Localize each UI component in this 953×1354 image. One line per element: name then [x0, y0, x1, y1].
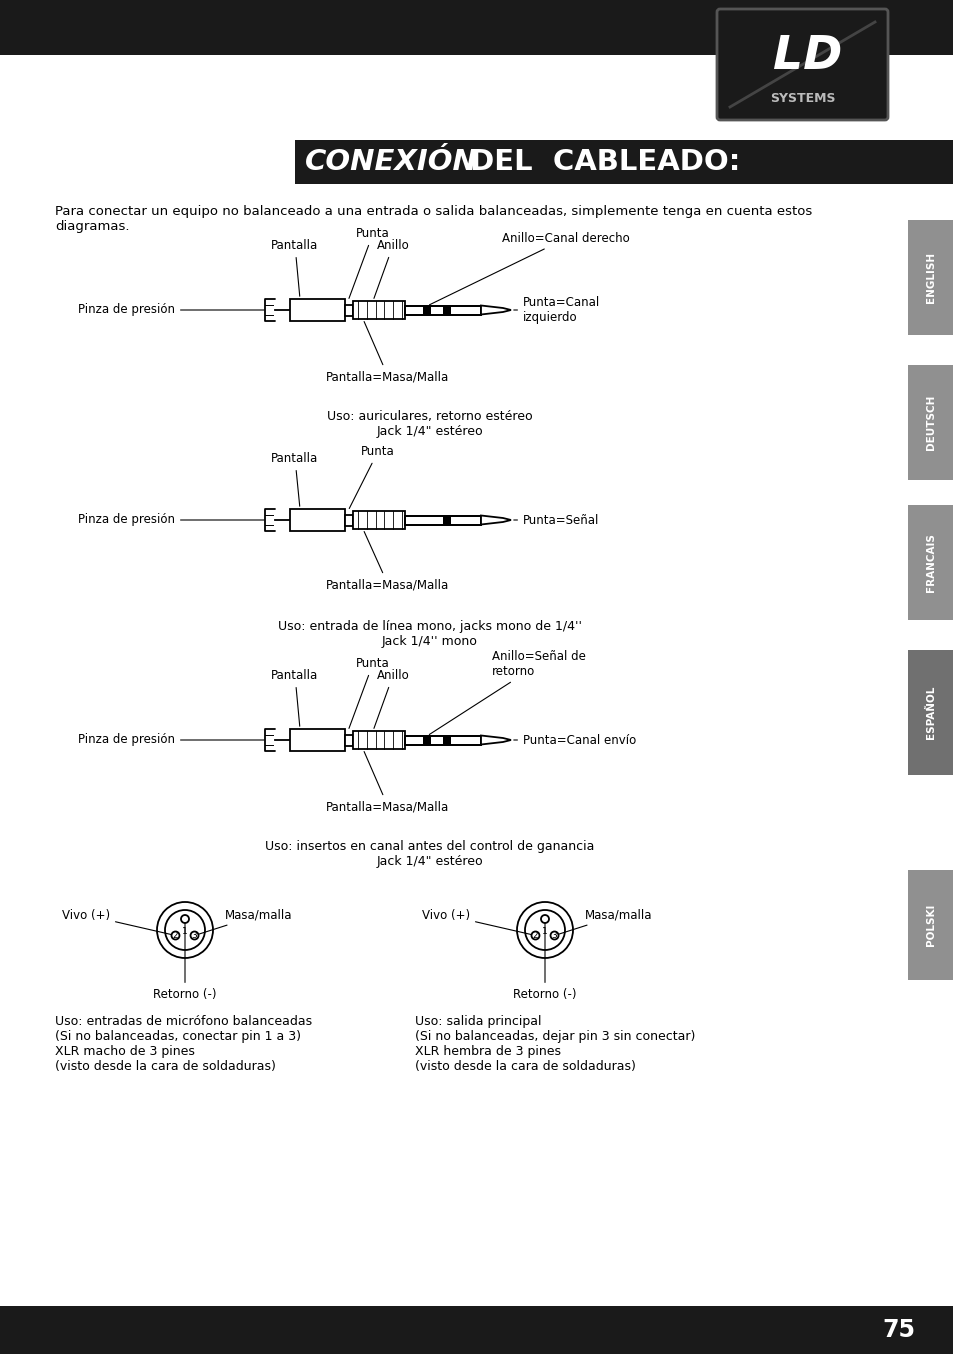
Bar: [405, 735, 480, 745]
Text: 1: 1: [541, 927, 547, 937]
Text: 2: 2: [532, 932, 537, 940]
Bar: [0, 1307, 953, 1354]
Bar: [405, 735, 480, 745]
Text: DEUTSCH: DEUTSCH: [925, 395, 935, 450]
Text: Punta: Punta: [349, 657, 390, 728]
Text: 3: 3: [551, 932, 557, 940]
Text: Pantalla=Masa/Malla: Pantalla=Masa/Malla: [326, 321, 449, 383]
Text: POLSKI: POLSKI: [925, 904, 935, 946]
Text: Punta=Canal envío: Punta=Canal envío: [514, 734, 636, 746]
Circle shape: [550, 932, 558, 940]
Bar: [405, 306, 480, 314]
Bar: [290, 728, 345, 751]
Text: Uso: entradas de micrófono balanceadas
(Si no balanceadas, conectar pin 1 a 3)
X: Uso: entradas de micrófono balanceadas (…: [55, 1016, 312, 1072]
Bar: [0, 0, 953, 56]
Bar: [353, 301, 405, 320]
Text: Punta=Canal
izquierdo: Punta=Canal izquierdo: [514, 297, 599, 324]
Text: 3: 3: [192, 932, 197, 940]
Circle shape: [165, 910, 205, 951]
Text: CONEXIÓN: CONEXIÓN: [305, 148, 477, 176]
Circle shape: [157, 902, 213, 959]
Text: Pantalla: Pantalla: [271, 669, 318, 726]
Text: Pantalla=Masa/Malla: Pantalla=Masa/Malla: [326, 532, 449, 590]
Polygon shape: [480, 735, 511, 745]
Text: 1: 1: [182, 927, 188, 937]
Text: Uso: salida principal
(Si no balanceadas, dejar pin 3 sin conectar)
XLR hembra d: Uso: salida principal (Si no balanceadas…: [415, 1016, 695, 1072]
Text: Uso: insertos en canal antes del control de ganancia
Jack 1/4" estéreo: Uso: insertos en canal antes del control…: [265, 839, 594, 868]
Bar: [345, 515, 353, 525]
Text: Para conectar un equipo no balanceado a una entrada o salida balanceadas, simple: Para conectar un equipo no balanceado a …: [55, 204, 811, 233]
Bar: [442, 735, 451, 745]
Bar: [405, 516, 480, 524]
Bar: [422, 735, 431, 745]
Circle shape: [191, 932, 198, 940]
Text: Uso: auriculares, retorno estéreo
Jack 1/4" estéreo: Uso: auriculares, retorno estéreo Jack 1…: [327, 410, 533, 437]
Text: Pantalla: Pantalla: [271, 240, 318, 297]
Text: ESPAÑOL: ESPAÑOL: [925, 686, 935, 739]
Bar: [345, 734, 353, 746]
Text: ENGLISH: ENGLISH: [925, 252, 935, 303]
Text: Anillo=Canal derecho: Anillo=Canal derecho: [429, 232, 629, 305]
Bar: [405, 306, 480, 314]
Circle shape: [531, 932, 538, 940]
Text: Masa/malla: Masa/malla: [557, 909, 652, 934]
Text: 75: 75: [882, 1317, 915, 1342]
Bar: [345, 305, 353, 315]
Bar: [405, 516, 480, 524]
Text: FRANCAIS: FRANCAIS: [925, 533, 935, 592]
Text: Vivo (+): Vivo (+): [421, 909, 532, 934]
Circle shape: [524, 910, 564, 951]
Bar: [290, 509, 345, 531]
Text: Retorno (-): Retorno (-): [513, 922, 577, 1001]
Bar: [422, 306, 431, 314]
FancyBboxPatch shape: [717, 9, 887, 121]
Polygon shape: [480, 306, 511, 314]
Text: Anillo: Anillo: [374, 669, 409, 728]
Text: SYSTEMS: SYSTEMS: [769, 92, 835, 104]
Bar: [907, 366, 953, 481]
Text: Anillo=Señal de
retorno: Anillo=Señal de retorno: [429, 650, 585, 734]
Text: Punta: Punta: [349, 445, 395, 509]
Circle shape: [172, 932, 179, 940]
Text: LD: LD: [772, 34, 841, 79]
Bar: [907, 505, 953, 620]
Text: Anillo: Anillo: [374, 240, 409, 298]
Text: Uso: entrada de línea mono, jacks mono de 1/4''
Jack 1/4'' mono: Uso: entrada de línea mono, jacks mono d…: [277, 620, 581, 649]
Text: Pinza de presión: Pinza de presión: [78, 734, 264, 746]
Bar: [442, 516, 451, 524]
Polygon shape: [480, 516, 511, 524]
Text: Pantalla=Masa/Malla: Pantalla=Masa/Malla: [326, 751, 449, 812]
Bar: [290, 299, 345, 321]
Bar: [294, 139, 953, 184]
Bar: [353, 731, 405, 749]
Text: 2: 2: [172, 932, 178, 940]
Text: Punta=Señal: Punta=Señal: [514, 513, 598, 527]
Circle shape: [540, 915, 548, 923]
Circle shape: [517, 902, 573, 959]
Bar: [442, 306, 451, 314]
Text: Vivo (+): Vivo (+): [62, 909, 172, 934]
Text: Retorno (-): Retorno (-): [153, 922, 216, 1001]
Text: Pinza de presión: Pinza de presión: [78, 513, 264, 527]
Text: DEL  CABLEADO:: DEL CABLEADO:: [459, 148, 740, 176]
Text: Punta: Punta: [349, 227, 390, 298]
Text: Pinza de presión: Pinza de presión: [78, 303, 264, 317]
Circle shape: [181, 915, 189, 923]
Bar: [907, 871, 953, 980]
Bar: [353, 510, 405, 529]
Bar: [907, 650, 953, 774]
Text: Masa/malla: Masa/malla: [197, 909, 293, 934]
Bar: [907, 219, 953, 334]
Text: Pantalla: Pantalla: [271, 452, 318, 506]
